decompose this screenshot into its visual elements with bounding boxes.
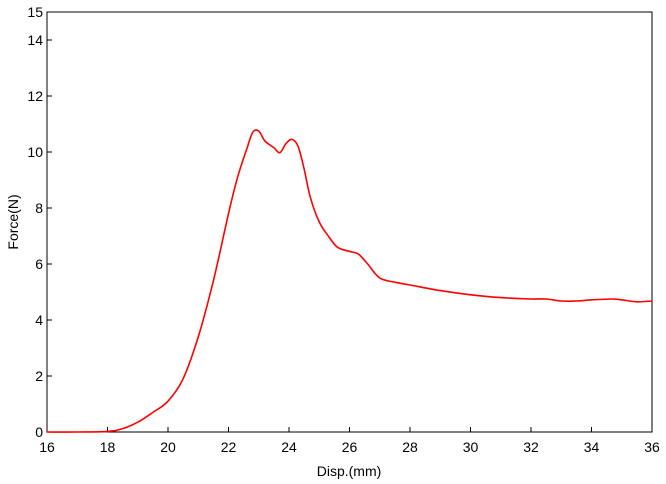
force-curve (46, 129, 653, 433)
x-tick-label: 20 (160, 439, 176, 455)
plot-area (46, 11, 653, 433)
y-tick-label: 10 (27, 144, 43, 160)
x-tick-label: 30 (463, 439, 479, 455)
y-tick-label: 0 (35, 424, 43, 440)
x-axis-ticks: 16 18 20 22 24 26 28 30 32 34 36 (39, 427, 660, 455)
x-tick-label: 36 (644, 439, 660, 455)
y-tick-label: 14 (27, 32, 43, 48)
x-tick-label: 34 (584, 439, 600, 455)
x-tick-label: 22 (221, 439, 237, 455)
x-tick-label: 32 (523, 439, 539, 455)
x-axis-title: Disp.(mm) (317, 463, 382, 479)
x-tick-label: 16 (39, 439, 55, 455)
y-tick-label: 4 (35, 312, 43, 328)
y-tick-label: 8 (35, 200, 43, 216)
x-tick-label: 18 (100, 439, 116, 455)
y-tick-label: 12 (27, 88, 43, 104)
x-tick-label: 28 (402, 439, 418, 455)
y-axis-title: Force(N) (5, 194, 21, 249)
x-tick-label: 26 (342, 439, 358, 455)
y-tick-label: 2 (35, 368, 43, 384)
x-tick-label: 24 (281, 439, 297, 455)
y-axis-ticks: 0 2 4 6 8 10 12 14 15 (27, 4, 52, 440)
y-tick-label: 6 (35, 256, 43, 272)
y-tick-label: 15 (27, 4, 43, 20)
